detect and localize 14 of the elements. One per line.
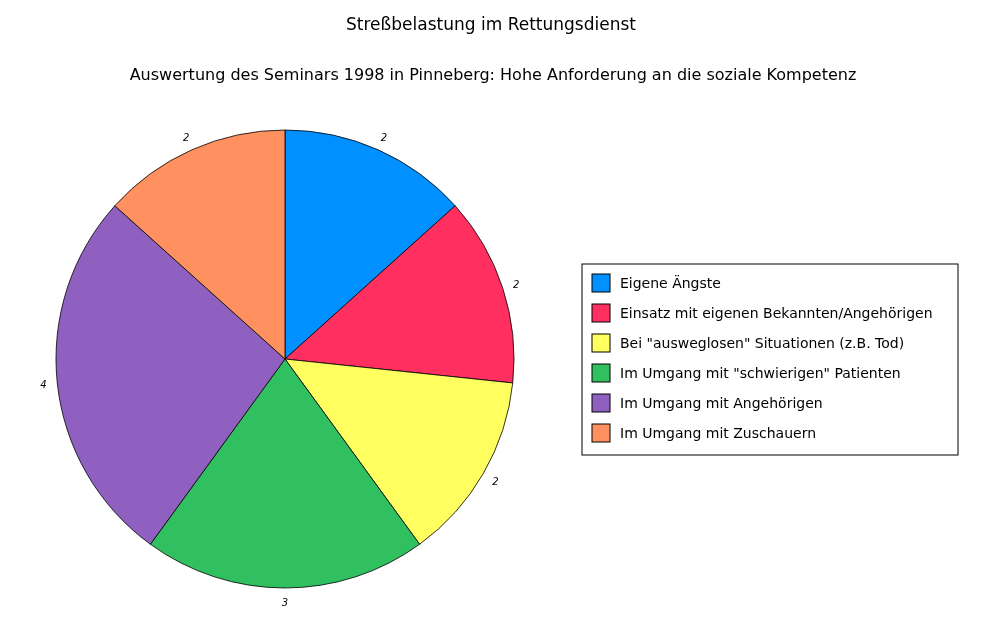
legend-label: Eigene Ängste	[620, 274, 721, 291]
data-label: 4	[40, 379, 47, 391]
legend-label: Im Umgang mit Zuschauern	[620, 425, 817, 441]
data-label: 2	[380, 132, 388, 144]
chart-subtitle: Auswertung des Seminars 1998 in Pinneberg: Hohe Anforderung an die soziale Kompetenz	[129, 65, 857, 84]
data-label: 2	[182, 132, 190, 144]
data-label: 3	[281, 597, 289, 608]
data-label: 2	[492, 475, 499, 487]
chart-title: Streßbelastung im Rettungsdienst	[346, 14, 637, 34]
legend-label: Bei "ausweglosen" Situationen (z.B. Tod)	[620, 335, 905, 351]
legend-label: Einsatz mit eigenen Bekannten/Angehörigen	[620, 305, 933, 321]
data-label: 2	[512, 278, 520, 290]
legend-label: Im Umgang mit "schwierigen" Patienten	[620, 365, 901, 381]
legend-label: Im Umgang mit Angehörigen	[620, 395, 823, 411]
